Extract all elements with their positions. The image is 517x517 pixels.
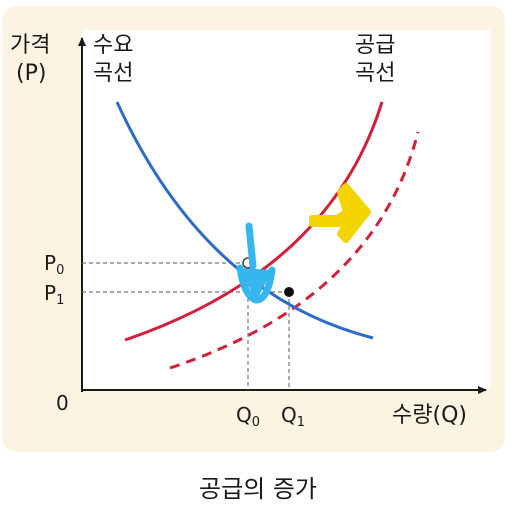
y-axis-title-line1: 가격 — [10, 33, 50, 58]
q0-subscript: 0 — [252, 415, 260, 430]
p1-subscript: 1 — [56, 293, 64, 308]
p1-main: P — [44, 281, 56, 305]
demand-curve-label-line2: 곡선 — [93, 61, 133, 86]
supply-curve-label-line1: 공급 — [355, 33, 395, 58]
price-label-p1: P1 — [44, 281, 64, 308]
plot-area — [82, 30, 490, 390]
q1-subscript: 1 — [297, 415, 305, 430]
x-axis-title: 수량(Q) — [392, 403, 467, 428]
q1-main: Q — [281, 403, 297, 427]
price-label-p0: P0 — [44, 251, 64, 278]
supply-curve-label-line2: 곡선 — [355, 61, 395, 86]
p0-subscript: 0 — [56, 263, 64, 278]
price-fall-arrowhead — [240, 268, 272, 302]
p0-main: P — [44, 251, 56, 275]
shifted-supply-curve — [169, 131, 420, 370]
quantity-label-q1: Q1 — [281, 403, 305, 430]
q0-main: Q — [236, 403, 252, 427]
new-equilibrium-point — [284, 287, 294, 297]
original-supply-curve — [124, 101, 384, 342]
supply-shift-arrow — [309, 183, 371, 243]
demand-curve-label-line1: 수요 — [93, 33, 133, 58]
demand-curve — [115, 101, 374, 340]
origin-label: 0 — [56, 391, 69, 415]
figure-caption: 공급의 증가 — [199, 475, 317, 503]
quantity-label-q0: Q0 — [236, 403, 260, 430]
y-axis-title-line2: (P) — [16, 61, 46, 86]
